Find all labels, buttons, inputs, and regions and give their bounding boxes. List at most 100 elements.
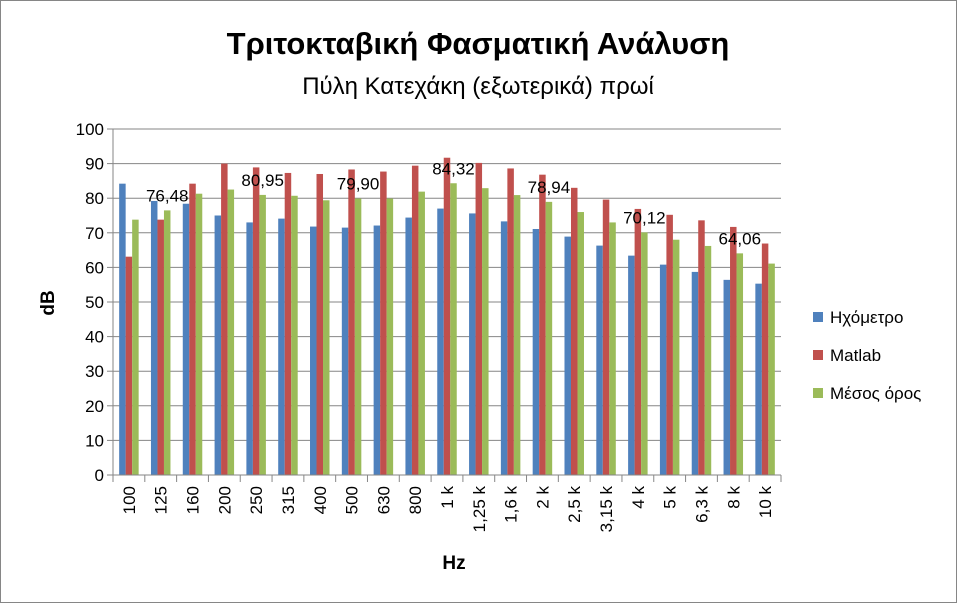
bar <box>354 198 362 475</box>
legend-label: Μέσος όρος <box>830 384 921 403</box>
x-tick-label: 2,5 k <box>565 486 584 523</box>
bar <box>736 253 744 475</box>
bar <box>125 256 133 475</box>
bar <box>163 210 171 475</box>
y-tick-label: 30 <box>85 362 104 381</box>
bar <box>418 191 425 475</box>
chart-subtitle: Πύλη Κατεχάκη (εξωτερικά) πρωί <box>302 73 654 100</box>
bar <box>386 198 394 475</box>
bar <box>564 236 571 475</box>
bars <box>119 157 775 476</box>
bar <box>380 171 387 476</box>
bar <box>513 195 521 475</box>
bar <box>411 165 419 475</box>
bar <box>730 226 737 475</box>
bar <box>628 255 635 475</box>
x-tick-label: 1,6 k <box>502 486 521 523</box>
y-tick-label: 10 <box>85 431 104 450</box>
bar <box>602 199 610 476</box>
bar <box>323 200 330 475</box>
bar <box>539 174 546 475</box>
bar <box>132 219 139 475</box>
y-tick-label: 100 <box>76 120 104 139</box>
bar <box>723 279 731 475</box>
x-tick-label: 5 k <box>661 486 680 509</box>
axes: 0 10 20 30 40 50 60 70 80 90 100 100 125 160 200 250 315… <box>76 120 782 533</box>
bar <box>341 227 349 475</box>
bar <box>252 167 260 475</box>
x-tick-label: 3,15 k <box>597 486 616 533</box>
bar <box>475 162 483 475</box>
bar <box>469 213 476 475</box>
bar <box>545 201 553 475</box>
x-tick-label: 6,3 k <box>692 486 711 523</box>
data-label: 76,48 <box>146 186 189 205</box>
bar <box>532 228 540 475</box>
x-tick-label: 100 <box>120 486 139 514</box>
bar <box>182 203 190 475</box>
bar <box>761 243 769 475</box>
x-tick-label: 500 <box>343 486 362 514</box>
x-tick-label: 10 k <box>756 486 775 519</box>
bar <box>634 208 642 475</box>
bar <box>157 219 164 475</box>
bar <box>672 239 680 475</box>
chart-title: Τριτοκταβική Φασματική Ανάλυση <box>227 26 730 61</box>
y-tick-label: 50 <box>85 293 104 312</box>
data-label: 79,90 <box>337 175 380 194</box>
bar <box>316 173 324 476</box>
x-tick-label: 400 <box>311 486 330 514</box>
y-tick-label: 70 <box>85 224 104 243</box>
data-label: 64,06 <box>719 229 762 248</box>
bar <box>246 222 253 475</box>
x-tick-label: 250 <box>247 486 266 514</box>
data-labels: 76,48 80,95 79,90 84,32 78,94 70,12 64,06 <box>146 159 761 248</box>
data-label: 84,32 <box>432 159 475 178</box>
bar <box>698 220 705 475</box>
x-tick-label: 4 k <box>629 486 648 509</box>
x-tick-label: 125 <box>152 486 171 514</box>
x-tick-label: 800 <box>406 486 425 514</box>
legend-swatch <box>813 388 823 398</box>
bar <box>310 226 317 475</box>
bar <box>768 263 775 475</box>
y-tick-label: 0 <box>95 466 104 485</box>
x-tick-label: 1,25 k <box>470 486 489 533</box>
x-tick-label: 160 <box>184 486 203 514</box>
bar <box>437 208 444 475</box>
bar <box>666 214 673 476</box>
bar <box>704 245 712 475</box>
legend-swatch <box>813 350 823 360</box>
bar <box>507 168 514 475</box>
y-tick-label: 60 <box>85 258 104 277</box>
x-axis-title: Hz <box>442 553 465 574</box>
bar <box>348 169 355 475</box>
legend-swatch <box>813 312 823 322</box>
bar <box>450 183 457 475</box>
x-tick-label: 200 <box>215 486 234 514</box>
y-tick-label: 80 <box>85 189 104 208</box>
bar <box>405 217 412 476</box>
x-tick-label: 1 k <box>438 486 457 509</box>
legend-label: Matlab <box>830 346 881 365</box>
bar <box>373 225 381 475</box>
bar <box>659 264 667 475</box>
bar <box>482 188 489 475</box>
y-axis-title: dB <box>38 290 59 315</box>
data-label: 70,12 <box>623 208 666 227</box>
bar <box>500 221 508 475</box>
bar <box>259 194 266 475</box>
bar <box>221 163 228 475</box>
y-tick-label: 90 <box>85 155 104 174</box>
bar <box>150 200 158 475</box>
bar <box>195 193 203 475</box>
legend: Ηχόμετρο Matlab Μέσος όρος <box>813 308 921 403</box>
y-tick-label: 20 <box>85 397 104 416</box>
bar <box>284 172 292 475</box>
data-label: 78,94 <box>528 178 571 197</box>
x-tick-label: 8 k <box>724 486 743 509</box>
bar <box>641 232 648 475</box>
bar <box>577 212 584 476</box>
legend-label: Ηχόμετρο <box>830 308 903 327</box>
